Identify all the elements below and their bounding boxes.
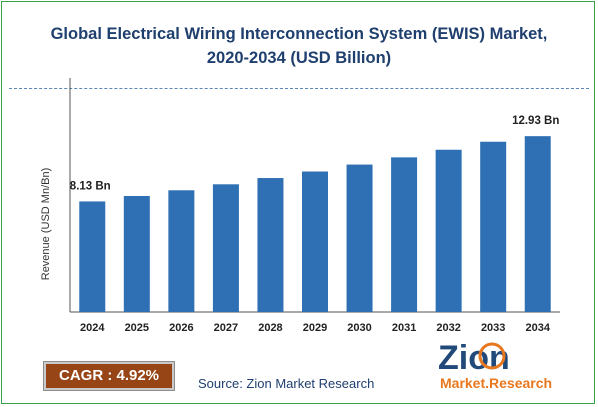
title-line-2: 2020-2034 (USD Billion) <box>206 49 392 67</box>
zion-logo-graphic: Zion Market.Research <box>438 339 552 391</box>
x-tick-label: 2030 <box>347 322 371 334</box>
bar-2024 <box>79 201 106 312</box>
zion-logo: Zion Market.Research <box>436 336 554 396</box>
x-tick-label: 2028 <box>258 322 282 334</box>
logo-globe-icon <box>478 342 506 370</box>
y-axis-label: Revenue (USD Mn/Bn) <box>40 168 52 281</box>
bar-2032 <box>435 149 462 312</box>
data-label: 12.93 Bn <box>512 115 559 127</box>
x-tick-label: 2026 <box>169 322 193 334</box>
x-tick-label: 2031 <box>392 322 416 334</box>
x-tick-label: 2027 <box>214 322 238 334</box>
data-label: 8.13 Bn <box>70 180 111 192</box>
title-divider <box>9 88 589 89</box>
cagr-badge: CAGR : 4.92% <box>44 362 174 390</box>
source-text: Source: Zion Market Research <box>198 376 375 391</box>
bar-2033 <box>480 141 507 312</box>
x-tick-label: 2024 <box>80 322 105 334</box>
bar-2028 <box>257 178 284 312</box>
logo-subtitle: Market.Research <box>440 375 552 391</box>
bar-2026 <box>168 190 195 312</box>
chart-title: Global Electrical Wiring Interconnection… <box>0 22 598 70</box>
bar-2025 <box>123 195 150 312</box>
bar-2030 <box>346 164 373 312</box>
x-tick-label: 2032 <box>436 322 460 334</box>
bar-2027 <box>212 184 239 312</box>
title-line-1: Global Electrical Wiring Interconnection… <box>50 25 548 43</box>
x-tick-label: 2034 <box>525 322 550 334</box>
x-tick-label: 2029 <box>303 322 327 334</box>
bar-2031 <box>391 157 418 312</box>
bar-2029 <box>302 171 328 312</box>
x-tick-label: 2025 <box>125 322 149 334</box>
bar-2034 <box>524 136 551 312</box>
x-tick-label: 2033 <box>481 322 505 334</box>
